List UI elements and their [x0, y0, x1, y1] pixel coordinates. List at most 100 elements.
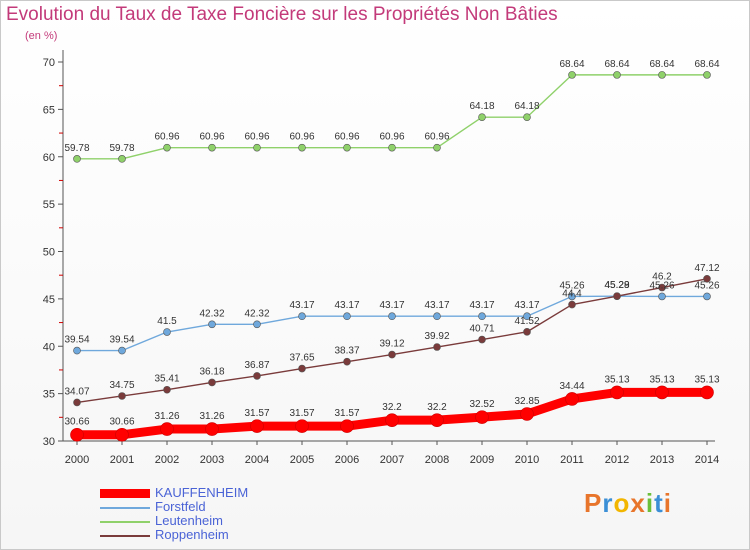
x-tick-label: 2011	[560, 454, 584, 466]
data-label-leutenheim: 59.78	[64, 143, 89, 154]
data-point-leutenheim	[478, 113, 486, 121]
data-point-roppenheim	[118, 392, 126, 400]
logo-letter: P	[584, 488, 603, 518]
logo-letter: r	[602, 488, 614, 518]
data-label-forstfeld: 43.17	[469, 300, 494, 311]
data-label-kauffenheim: 31.26	[199, 411, 224, 422]
y-tick-label: 70	[43, 57, 55, 69]
data-point-forstfeld	[118, 346, 126, 355]
data-label-roppenheim: 47.12	[694, 263, 719, 274]
data-point-roppenheim	[433, 343, 441, 351]
data-point-roppenheim	[343, 357, 351, 366]
data-label-leutenheim: 60.96	[199, 132, 224, 143]
proxiti-logo: Proxiti	[584, 488, 672, 519]
data-label-forstfeld: 39.54	[109, 335, 134, 346]
data-label-roppenheim: 34.07	[64, 386, 89, 397]
y-tick-label: 65	[43, 104, 55, 116]
x-tick-label: 2008	[425, 454, 449, 466]
x-tick-label: 2013	[650, 454, 674, 466]
data-label-leutenheim: 60.96	[424, 132, 449, 143]
data-label-kauffenheim: 32.85	[514, 396, 539, 407]
data-label-roppenheim: 38.37	[334, 346, 359, 357]
data-label-kauffenheim: 31.26	[154, 411, 179, 422]
logo-letter: x	[630, 488, 646, 518]
logo-letter: i	[645, 488, 655, 518]
data-label-forstfeld: 43.17	[379, 300, 404, 311]
data-point-roppenheim	[298, 364, 306, 373]
data-label-forstfeld: 42.32	[244, 308, 269, 319]
data-label-leutenheim: 64.18	[514, 101, 539, 112]
data-point-leutenheim	[523, 113, 531, 121]
data-point-kauffenheim	[295, 419, 309, 433]
y-tick-label: 55	[43, 199, 55, 211]
data-label-kauffenheim: 30.66	[64, 417, 89, 428]
data-label-leutenheim: 60.96	[289, 132, 314, 143]
legend-label: Forstfeld	[155, 499, 206, 514]
data-point-roppenheim	[703, 274, 711, 283]
data-label-roppenheim: 44.4	[562, 289, 582, 300]
data-label-forstfeld: 45.26	[694, 280, 719, 291]
data-point-leutenheim	[73, 155, 81, 163]
data-point-forstfeld	[298, 312, 306, 321]
data-point-forstfeld	[208, 320, 216, 329]
data-label-forstfeld: 43.17	[334, 300, 359, 311]
legend-swatch	[100, 535, 150, 537]
x-tick-label: 2005	[290, 454, 314, 466]
data-point-forstfeld	[658, 292, 666, 301]
data-point-forstfeld	[343, 312, 351, 321]
data-point-kauffenheim	[70, 427, 84, 442]
data-point-kauffenheim	[430, 413, 444, 427]
x-tick-label: 2006	[335, 454, 359, 466]
data-label-forstfeld: 45.26	[559, 280, 584, 291]
data-point-leutenheim	[298, 143, 306, 152]
data-point-roppenheim	[568, 300, 576, 309]
data-label-leutenheim: 60.96	[379, 132, 404, 143]
data-point-leutenheim	[118, 155, 126, 163]
data-point-kauffenheim	[610, 385, 624, 400]
legend-label: Leutenheim	[155, 513, 223, 528]
data-point-forstfeld	[478, 312, 486, 321]
data-label-kauffenheim: 30.66	[109, 417, 134, 428]
data-label-kauffenheim: 35.13	[694, 374, 719, 385]
data-point-kauffenheim	[205, 422, 219, 436]
data-label-kauffenheim: 31.57	[334, 408, 359, 419]
data-point-kauffenheim	[250, 419, 264, 433]
x-tick-label: 2009	[470, 454, 494, 466]
data-point-kauffenheim	[385, 413, 399, 427]
legend-swatch	[100, 489, 150, 498]
data-label-forstfeld: 41.5	[157, 316, 177, 327]
data-point-forstfeld	[253, 320, 261, 329]
logo-letter: i	[663, 488, 672, 518]
data-point-kauffenheim	[520, 407, 534, 421]
data-point-leutenheim	[343, 143, 351, 152]
data-point-kauffenheim	[565, 392, 579, 406]
data-label-roppenheim: 41.52	[514, 316, 539, 327]
data-point-forstfeld	[523, 312, 531, 321]
data-label-leutenheim: 60.96	[154, 132, 179, 143]
x-tick-label: 2004	[245, 454, 269, 466]
data-label-roppenheim: 46.2	[652, 272, 672, 283]
data-label-forstfeld: 42.32	[199, 308, 224, 319]
x-tick-label: 2000	[65, 454, 89, 466]
data-label-kauffenheim: 32.2	[427, 402, 447, 413]
y-tick-label: 40	[43, 341, 55, 353]
data-label-forstfeld: 43.17	[289, 300, 314, 311]
data-point-forstfeld	[703, 292, 711, 301]
data-point-roppenheim	[478, 335, 486, 344]
data-point-kauffenheim	[475, 410, 489, 424]
data-point-kauffenheim	[160, 422, 174, 436]
x-tick-label: 2007	[380, 454, 404, 466]
data-label-kauffenheim: 35.13	[604, 374, 629, 385]
data-label-leutenheim: 68.64	[604, 59, 629, 70]
data-label-roppenheim: 35.41	[154, 374, 179, 385]
data-label-roppenheim: 36.87	[244, 360, 269, 371]
legend-swatch	[100, 507, 150, 509]
data-point-kauffenheim	[115, 427, 129, 442]
data-label-kauffenheim: 32.52	[469, 399, 494, 410]
data-point-leutenheim	[163, 143, 171, 152]
data-label-leutenheim: 64.18	[469, 101, 494, 112]
data-point-forstfeld	[73, 346, 81, 355]
data-point-forstfeld	[568, 292, 576, 301]
x-tick-label: 2002	[155, 454, 179, 466]
data-point-forstfeld	[433, 312, 441, 321]
